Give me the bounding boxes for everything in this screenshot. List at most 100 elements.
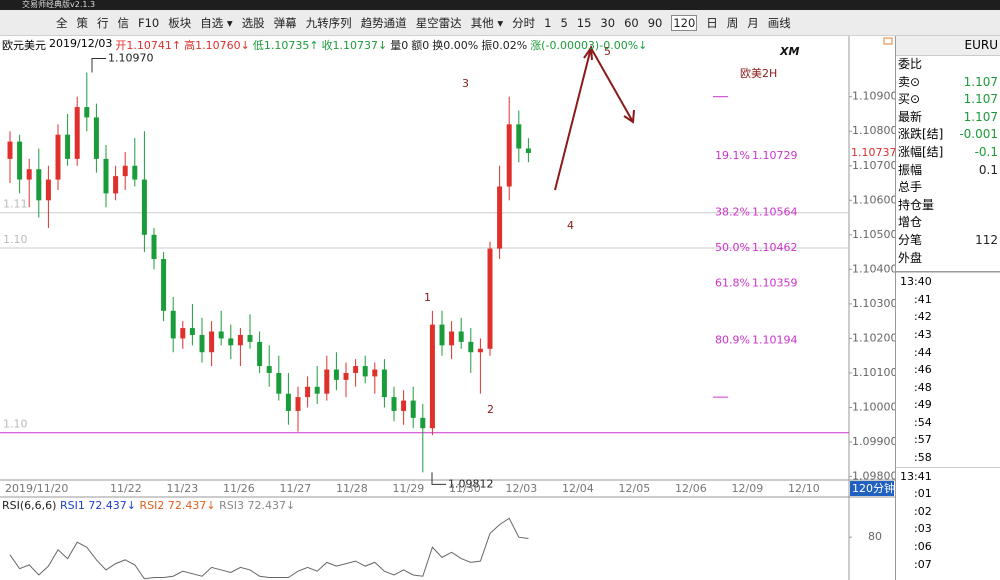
quote-field: 涨(-0.00003)-0.00%↓ xyxy=(530,39,648,52)
candle-body xyxy=(458,331,464,342)
toolbar-button[interactable]: 全 xyxy=(56,15,68,30)
candle-body xyxy=(525,148,531,153)
candle-body xyxy=(324,369,330,394)
candle-body xyxy=(497,186,503,249)
candle-body xyxy=(180,328,186,339)
x-tick-label: 11/23 xyxy=(167,482,199,495)
low-marker-label: 1.09812 xyxy=(448,477,494,490)
tick-time: :54 xyxy=(914,415,932,429)
toolbar-button[interactable]: 九转序列 xyxy=(305,15,352,30)
candle-body xyxy=(113,176,119,194)
legend-entry: RSI3 72.437↓ xyxy=(219,499,295,512)
candle-body xyxy=(468,341,474,353)
chart: 1.098001.099001.100001.101001.102001.103… xyxy=(0,36,895,580)
tick-time: :02 xyxy=(914,504,932,518)
toolbar: 全策行信 F10 板块 自选 ▾ 选股 弹幕 九转序列 趋势通道 星空雷达 其他 ▾ 分时 1 5 15 3… xyxy=(0,10,1000,36)
tick-time: :06 xyxy=(914,540,932,554)
toolbar-button[interactable]: 60 xyxy=(624,15,639,30)
toolbar-button[interactable]: 板块 xyxy=(168,15,192,30)
toolbar-button[interactable]: 选股 xyxy=(241,15,265,30)
tick-time: :44 xyxy=(914,345,932,359)
toolbar-button[interactable]: 画线 xyxy=(767,15,791,30)
rsi-legend: RSI(6,6,6) RSI1 72.437↓ RSI2 72.437↓ RSI… xyxy=(2,499,295,512)
candle-body xyxy=(295,397,301,411)
quote-field: 换0.00% xyxy=(432,39,479,52)
toolbar-button[interactable]: 15 xyxy=(576,15,592,30)
candle-body xyxy=(161,259,167,311)
y-tick-label: 1.10500 xyxy=(852,228,895,241)
toolbar-button[interactable]: 策 xyxy=(76,15,89,30)
toolbar-button[interactable]: 1 xyxy=(544,15,552,30)
fib-ratio: 50.0% xyxy=(715,241,750,254)
x-tick-label: 11/26 xyxy=(223,482,255,495)
toolbar-button[interactable]: 分时 xyxy=(512,15,536,30)
rsi-line xyxy=(9,517,529,580)
fib-price: 1.10359 xyxy=(752,277,798,290)
quote-field: 振0.02% xyxy=(481,39,528,52)
quote-row: 涨幅[结] -0.1 xyxy=(896,144,1000,162)
tick-time: :42 xyxy=(914,310,932,324)
tick-time: :01 xyxy=(914,487,932,501)
x-tick-label: 11/27 xyxy=(280,482,312,495)
quote-field: 收1.10737↓ xyxy=(321,39,388,52)
row-label: 涨幅[结] xyxy=(898,144,944,159)
candle-body xyxy=(189,328,195,335)
fib-ratio: 80.9% xyxy=(715,333,750,346)
tick-time: :49 xyxy=(914,398,932,412)
candle-body xyxy=(506,124,512,187)
window-icon xyxy=(883,37,893,45)
x-tick-label: 11/30 xyxy=(449,482,481,495)
row-value: 112 xyxy=(975,232,998,247)
annotation: 1 xyxy=(424,291,431,304)
toolbar-button[interactable]: 其他 ▾ xyxy=(470,15,504,30)
tick-time: 13:40 xyxy=(896,272,1000,291)
chart-label: 欧美2H xyxy=(740,67,777,80)
candle-body xyxy=(353,366,359,373)
row-label: 总手 xyxy=(898,180,923,195)
quote-row: 卖⊙ 1.107 xyxy=(896,74,1000,92)
candle-body xyxy=(170,310,176,339)
toolbar-button[interactable]: 行 xyxy=(97,15,109,30)
toolbar-button[interactable]: 日 xyxy=(706,15,718,30)
toolbar-button[interactable]: 趋势通道 xyxy=(360,15,407,30)
row-label: 涨跌[结] xyxy=(898,127,944,142)
fib-price: 1.10729 xyxy=(752,149,798,162)
toolbar-button[interactable]: 月 xyxy=(747,15,759,30)
row-label: 分笔 xyxy=(898,232,923,247)
toolbar-button[interactable]: 信 xyxy=(117,15,130,30)
annotation: 2 xyxy=(487,403,494,416)
candle-body xyxy=(17,141,23,180)
toolbar-button[interactable]: 5 xyxy=(560,15,568,30)
info-bar: 欧元美元 2019/12/03 开1.10741↑ 高1.10760↓ 低1.107… xyxy=(2,37,647,53)
toolbar-button[interactable]: 星空雷达 xyxy=(415,15,462,30)
chart-bg xyxy=(0,36,895,580)
quote-row: 增仓 xyxy=(896,214,1000,232)
row-value: 1.107 xyxy=(963,92,998,107)
toolbar-button[interactable]: 周 xyxy=(726,15,739,30)
candle-body xyxy=(7,141,13,159)
row-label: 外盘 xyxy=(898,250,923,265)
y-tick-label: 1.09800 xyxy=(852,470,895,483)
candle-body xyxy=(343,372,349,380)
quote-row: 分笔 112 xyxy=(896,232,1000,250)
x-tick-label: 11/22 xyxy=(110,482,142,495)
candle-body xyxy=(333,369,339,380)
level-label: 1.10 xyxy=(3,233,28,246)
quote-field: 量0 xyxy=(390,39,409,52)
toolbar-button[interactable]: 弹幕 xyxy=(273,15,297,30)
toolbar-button[interactable]: 90 xyxy=(647,15,663,30)
toolbar-button[interactable]: 30 xyxy=(600,15,616,30)
row-value: 0.1 xyxy=(978,162,998,177)
quote-row: 持仓量 xyxy=(896,197,1000,215)
row-value: 1.107 xyxy=(963,74,998,89)
panel-header: EURU xyxy=(896,36,1000,56)
toolbar-button[interactable]: 自选 ▾ xyxy=(200,15,233,30)
toolbar-button[interactable]: F10 xyxy=(138,15,160,30)
candle-body xyxy=(516,124,522,149)
candle-body xyxy=(218,331,224,339)
high-marker-leader xyxy=(91,58,106,73)
x-tick-label: 12/04 xyxy=(562,482,594,495)
tick-time: :41 xyxy=(914,292,932,306)
toolbar-button[interactable]: 120 xyxy=(671,14,698,31)
row-value: -0.1 xyxy=(974,144,998,159)
